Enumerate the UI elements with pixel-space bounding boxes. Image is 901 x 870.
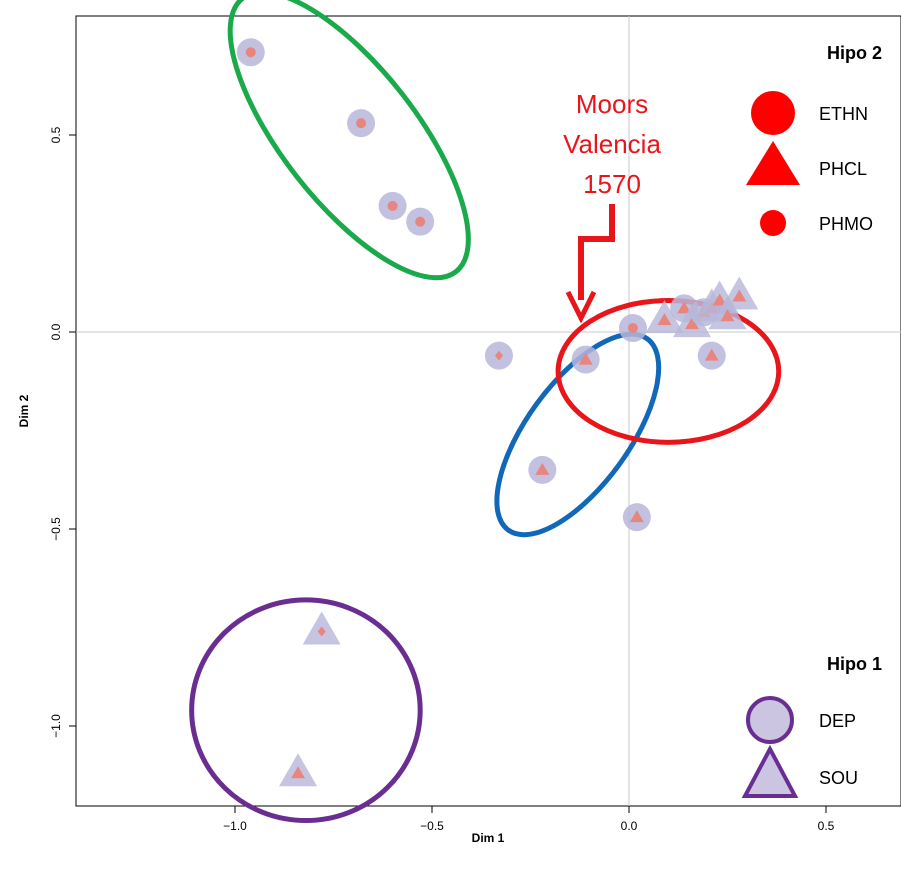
data-point [279, 753, 318, 787]
legend-hipo2-label: ETHN [819, 104, 868, 124]
annotation-arrow-head [565, 290, 597, 324]
legend-hipo2-label: PHMO [819, 214, 873, 234]
cluster-ellipse [494, 331, 662, 538]
data-point [484, 341, 513, 370]
legend-hipo2: Hipo 2 ETHN PHCL PHMO [746, 43, 882, 236]
data-point [720, 276, 759, 310]
y-axis-label: Dim 2 [17, 394, 31, 427]
point-inner-triangle [685, 317, 700, 330]
legend-hipo2-label: PHCL [819, 159, 867, 179]
y-tick-label: 0.0 [49, 323, 63, 340]
legend-circle-icon [746, 696, 794, 744]
data-point [302, 611, 341, 645]
x-tick-label: 0.0 [621, 819, 638, 833]
annotation-text: Moors [576, 89, 648, 119]
point-inner-triangle [629, 510, 644, 523]
point-inner-triangle [704, 348, 719, 361]
data-point [528, 455, 557, 484]
legend-hipo2-title: Hipo 2 [827, 43, 882, 63]
x-tick-label: 0.5 [818, 819, 835, 833]
point-inner-circle [627, 323, 638, 334]
legend-hipo1: Hipo 1 DEP SOU [741, 654, 882, 798]
data-point [347, 109, 376, 138]
data-point [236, 38, 265, 67]
data-point [673, 304, 712, 338]
data-point [571, 345, 600, 374]
point-inner-triangle [732, 289, 747, 302]
point-inner-circle [245, 47, 256, 58]
annotation: Moors Valencia 1570 [563, 89, 661, 324]
annotation-text: 1570 [583, 169, 641, 199]
data-point [708, 296, 747, 330]
cluster-ellipses [189, 0, 782, 824]
point-inner-triangle [578, 352, 593, 365]
data-point [697, 341, 726, 370]
legend-hipo1-title: Hipo 1 [827, 654, 882, 674]
data-point [378, 191, 407, 220]
point-inner-circle [415, 216, 426, 227]
x-tick-label: −0.5 [420, 819, 444, 833]
point-inner-circle [387, 200, 398, 211]
point-inner-triangle [720, 309, 735, 322]
legend-small-circle-icon [760, 210, 786, 236]
y-tick-label: −0.5 [49, 517, 63, 541]
data-point [622, 503, 651, 532]
annotation-arrow-shaft [578, 204, 615, 300]
point-inner-diamond [494, 350, 503, 361]
point-inner-triangle [712, 293, 727, 306]
y-tick-label: 0.5 [49, 126, 63, 143]
point-inner-triangle [535, 462, 550, 475]
legend-hipo1-label: DEP [819, 711, 856, 731]
data-point [406, 207, 435, 236]
cluster-ellipse [227, 0, 471, 281]
data-points [236, 38, 759, 787]
plot-frame [75, 15, 901, 807]
x-axis: −1.0 −0.5 0.0 0.5 [223, 806, 835, 833]
annotation-text: Valencia [563, 129, 661, 159]
y-tick-label: −1.0 [49, 714, 63, 738]
point-inner-diamond [317, 626, 326, 637]
data-point [618, 314, 647, 343]
cluster-ellipse [555, 297, 782, 445]
legend-hipo1-label: SOU [819, 768, 858, 788]
legend-triangle-icon [746, 141, 800, 185]
cluster-ellipse [189, 597, 423, 824]
point-inner-triangle [657, 313, 672, 326]
x-tick-label: −1.0 [223, 819, 247, 833]
legend-circle-icon [751, 91, 795, 135]
x-axis-label: Dim 1 [472, 831, 505, 845]
point-inner-triangle [291, 766, 306, 779]
data-point [645, 300, 684, 334]
y-axis: −1.0 −0.5 0.0 0.5 [49, 126, 76, 738]
legend-triangle-icon [741, 744, 799, 798]
point-inner-triangle [677, 301, 692, 314]
point-inner-circle [356, 118, 367, 129]
